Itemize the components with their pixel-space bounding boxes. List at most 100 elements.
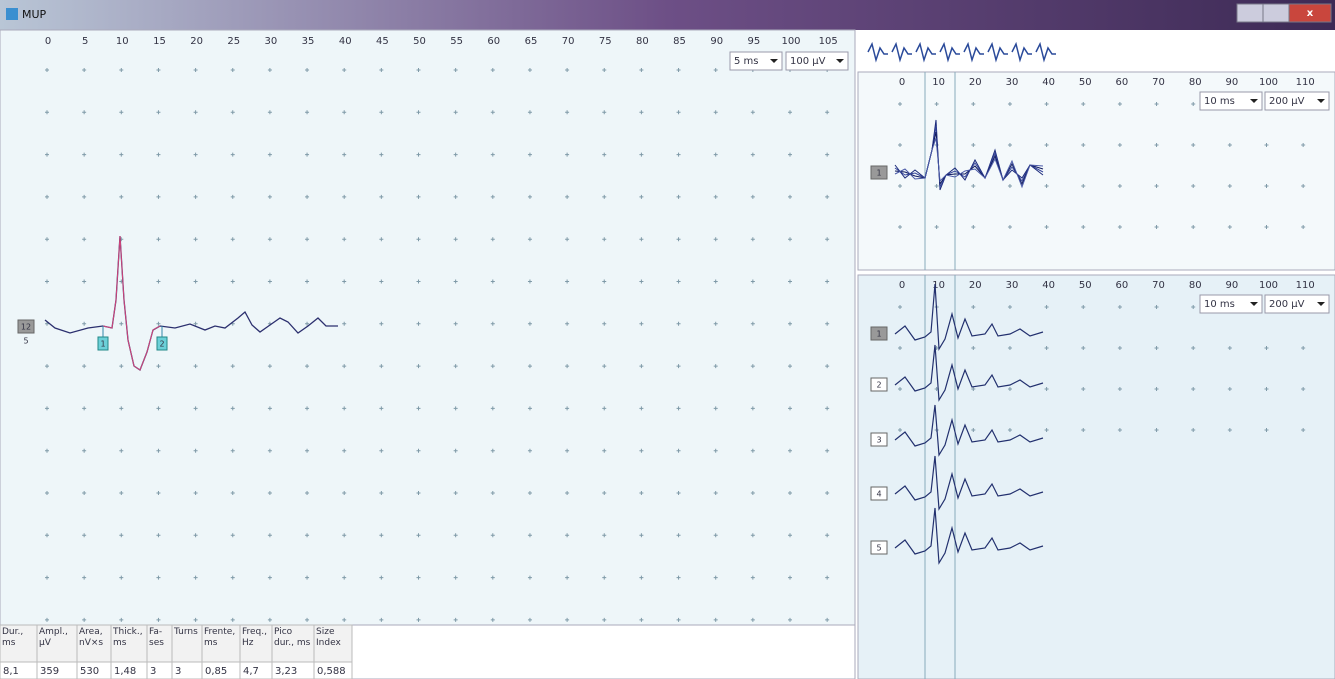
x-tick-label: 90 <box>1225 77 1238 88</box>
x-tick-label: 50 <box>1079 77 1092 88</box>
x-tick-label: 35 <box>302 36 315 47</box>
header-wrap: Frente, ms <box>204 627 239 661</box>
x-tick-label: 70 <box>1152 77 1165 88</box>
x-tick-label: 55 <box>450 36 463 47</box>
x-tick-label: 45 <box>376 36 389 47</box>
x-tick-label: 80 <box>1189 77 1202 88</box>
header-wrap: Dur., ms <box>2 627 36 661</box>
x-tick-label: 60 <box>1116 280 1129 291</box>
close-glyph: x <box>1307 8 1314 19</box>
column-header: Freq., Hz <box>242 627 271 649</box>
dropdown-text: 200 µV <box>1269 96 1305 107</box>
x-tick-label: 40 <box>339 36 352 47</box>
x-tick-label: 10 <box>116 36 129 47</box>
dropdown[interactable]: 200 µV <box>1265 295 1329 313</box>
dropdown-text: 10 ms <box>1204 299 1235 310</box>
cell-value: 1,48 <box>114 666 136 677</box>
right-bottom-plot <box>858 275 1335 679</box>
marker-label: 1 <box>100 340 105 349</box>
x-tick-label: 70 <box>1152 280 1165 291</box>
sub-label: 5 <box>23 337 28 346</box>
x-tick-label: 105 <box>819 36 838 47</box>
x-tick-label: 110 <box>1296 77 1315 88</box>
cell-value: 8,1 <box>3 666 19 677</box>
x-tick-label: 20 <box>190 36 203 47</box>
left-plot <box>0 30 855 625</box>
right-top-plot <box>858 72 1335 270</box>
channel-label: 12 <box>21 323 31 332</box>
column-header: Dur., ms <box>2 627 36 649</box>
x-tick-label: 60 <box>487 36 500 47</box>
maximize-button[interactable] <box>1263 4 1289 22</box>
channel-label: 4 <box>876 490 881 499</box>
x-tick-label: 95 <box>747 36 760 47</box>
x-tick-label: 0 <box>899 280 905 291</box>
channel-label: 1 <box>876 169 881 178</box>
x-tick-label: 80 <box>636 36 649 47</box>
header-wrap: Fa- ses <box>149 627 171 661</box>
column-header: Size Index <box>316 627 351 649</box>
x-tick-label: 90 <box>710 36 723 47</box>
header-wrap: Thick., ms <box>113 627 146 661</box>
column-header: Thick., ms <box>113 627 146 649</box>
x-tick-label: 80 <box>1189 280 1202 291</box>
header-wrap: Ampl., µV <box>39 627 76 661</box>
x-tick-label: 40 <box>1042 77 1055 88</box>
channel-label: 1 <box>876 330 881 339</box>
x-tick-label: 85 <box>673 36 686 47</box>
x-tick-label: 40 <box>1042 280 1055 291</box>
dropdown[interactable]: 200 µV <box>1265 92 1329 110</box>
x-tick-label: 50 <box>1079 280 1092 291</box>
x-tick-label: 0 <box>899 77 905 88</box>
dropdown[interactable]: 100 µV <box>786 52 848 70</box>
app-window: MUP x 0510152025303540455055606570758085… <box>0 0 1335 679</box>
dropdown[interactable]: 5 ms <box>730 52 782 70</box>
channel-label: 3 <box>876 436 881 445</box>
dropdown-text: 10 ms <box>1204 96 1235 107</box>
title-bar <box>0 0 1335 30</box>
x-tick-label: 90 <box>1225 280 1238 291</box>
dropdown-text: 100 µV <box>790 56 826 67</box>
x-tick-label: 100 <box>1259 280 1278 291</box>
cell-value: 359 <box>40 666 59 677</box>
column-header: Ampl., µV <box>39 627 76 649</box>
channel-label: 2 <box>876 381 881 390</box>
cell-value: 530 <box>80 666 99 677</box>
dropdown[interactable]: 10 ms <box>1200 92 1262 110</box>
app-icon <box>6 8 18 20</box>
x-tick-label: 50 <box>413 36 426 47</box>
column-header: Frente, ms <box>204 627 239 649</box>
x-tick-label: 100 <box>781 36 800 47</box>
x-tick-label: 30 <box>265 36 278 47</box>
x-tick-label: 30 <box>1006 77 1019 88</box>
x-tick-label: 70 <box>562 36 575 47</box>
channel-label: 5 <box>876 544 881 553</box>
x-tick-label: 20 <box>969 77 982 88</box>
cell-value: 3 <box>150 666 156 677</box>
dropdown-text: 5 ms <box>734 56 759 67</box>
column-header: Pico dur., ms <box>274 627 313 649</box>
x-tick-label: 20 <box>969 280 982 291</box>
cell-value: 0,588 <box>317 666 346 677</box>
column-header: Fa- ses <box>149 627 171 649</box>
dropdown-text: 200 µV <box>1269 299 1305 310</box>
minimize-button[interactable] <box>1237 4 1263 22</box>
dropdown[interactable]: 10 ms <box>1200 295 1262 313</box>
x-tick-label: 65 <box>525 36 538 47</box>
x-tick-label: 15 <box>153 36 166 47</box>
x-tick-label: 25 <box>227 36 240 47</box>
window-title: MUP <box>22 8 47 21</box>
header-wrap: Freq., Hz <box>242 627 271 661</box>
header-wrap: Size Index <box>316 627 351 661</box>
column-header: Área, nV×s <box>79 627 110 649</box>
x-tick-label: 5 <box>82 36 88 47</box>
header-wrap: Área, nV×s <box>79 627 110 661</box>
x-tick-label: 75 <box>599 36 612 47</box>
x-tick-label: 100 <box>1259 77 1278 88</box>
cell-value: 3 <box>175 666 181 677</box>
header-wrap: Pico dur., ms <box>274 627 313 661</box>
x-tick-label: 30 <box>1006 280 1019 291</box>
x-tick-label: 60 <box>1116 77 1129 88</box>
marker-label: 2 <box>159 340 164 349</box>
x-tick-label: 10 <box>932 77 945 88</box>
